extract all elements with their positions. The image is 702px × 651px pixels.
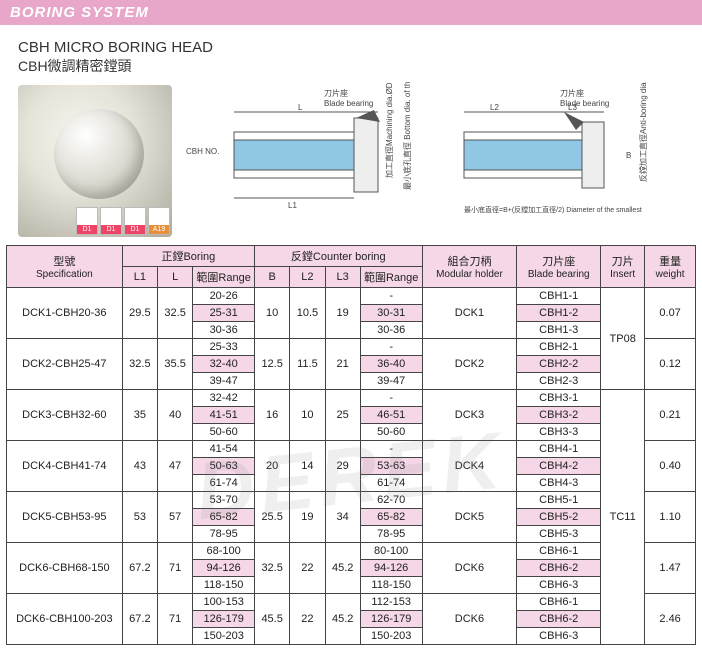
table-row: DCK5-CBH53-95535753-7025.5193462-70DCK5C…: [7, 492, 696, 509]
product-photo: D1 D1 D1 A19: [18, 85, 172, 237]
tool-icon: D1: [124, 207, 146, 235]
tool-icon: A19: [148, 207, 170, 235]
svg-text:刀片座: 刀片座: [560, 88, 584, 98]
title-chinese: CBH微調精密鏜頭: [18, 56, 684, 76]
col-insert: 刀片Insert: [601, 246, 645, 288]
svg-text:加工直徑Machining dia.ØD: 加工直徑Machining dia.ØD: [384, 82, 394, 178]
table-row: DCK6-CBH100-20367.271100-15345.52245.211…: [7, 594, 696, 611]
table-body: DCK1-CBH20-3629.532.520-261010.519-DCK1C…: [7, 288, 696, 645]
svg-text:CBH NO.: CBH NO.: [186, 147, 219, 156]
svg-text:L2: L2: [490, 103, 499, 112]
table-row: DCK4-CBH41-74434741-54201429-DCK4CBH4-10…: [7, 441, 696, 458]
table-row: DCK2-CBH25-4732.535.525-3312.511.521-DCK…: [7, 339, 696, 356]
tool-icon: D1: [100, 207, 122, 235]
tool-icons: D1 D1 D1 A19: [76, 207, 170, 235]
svg-text:L3: L3: [568, 103, 577, 112]
col-weight: 重量weight: [645, 246, 696, 288]
diagram-counter-boring: 刀片座 Blade bearing L2 L3 B 反鏜加工直徑Anti-bor…: [434, 82, 684, 237]
diagram-boring: CBH NO. 刀片座 Blade bearing L L1 加工直徑Machi…: [178, 82, 428, 237]
col-spec: 型號Specification: [7, 246, 123, 288]
svg-text:反鏜加工直徑Anti-boring dia.ØD: 反鏜加工直徑Anti-boring dia.ØD: [638, 82, 648, 182]
table-row: DCK3-CBH32-60354032-42161025-DCK3CBH3-1T…: [7, 390, 696, 407]
title-english: CBH MICRO BORING HEAD: [18, 39, 684, 56]
svg-text:L1: L1: [288, 201, 297, 210]
col-modular: 組合刀柄Modular holder: [422, 246, 517, 288]
tool-icon: D1: [76, 207, 98, 235]
table-row: DCK6-CBH68-15067.27168-10032.52245.280-1…: [7, 543, 696, 560]
svg-text:B: B: [626, 151, 631, 160]
svg-text:Blade bearing: Blade bearing: [324, 99, 373, 108]
svg-text:L: L: [298, 103, 303, 112]
svg-text:最小底直徑=B+(反鏜加工直徑/2) Diameter of: 最小底直徑=B+(反鏜加工直徑/2) Diameter of the small…: [464, 205, 642, 214]
col-boring: 正鏜Boring: [122, 246, 254, 267]
col-counter: 反鏜Counter boring: [255, 246, 423, 267]
page-header: BORING SYSTEM: [0, 0, 702, 25]
svg-text:刀片座: 刀片座: [324, 88, 348, 98]
col-blade: 刀片座Blade bearing: [517, 246, 601, 288]
svg-text:最小底孔直徑 Bottom dia. of the smal: 最小底孔直徑 Bottom dia. of the smallest: [402, 82, 412, 190]
table-row: DCK1-CBH20-3629.532.520-261010.519-DCK1C…: [7, 288, 696, 305]
spec-table: 型號Specification 正鏜Boring 反鏜Counter borin…: [6, 245, 696, 645]
table-header: 型號Specification 正鏜Boring 反鏜Counter borin…: [7, 246, 696, 288]
